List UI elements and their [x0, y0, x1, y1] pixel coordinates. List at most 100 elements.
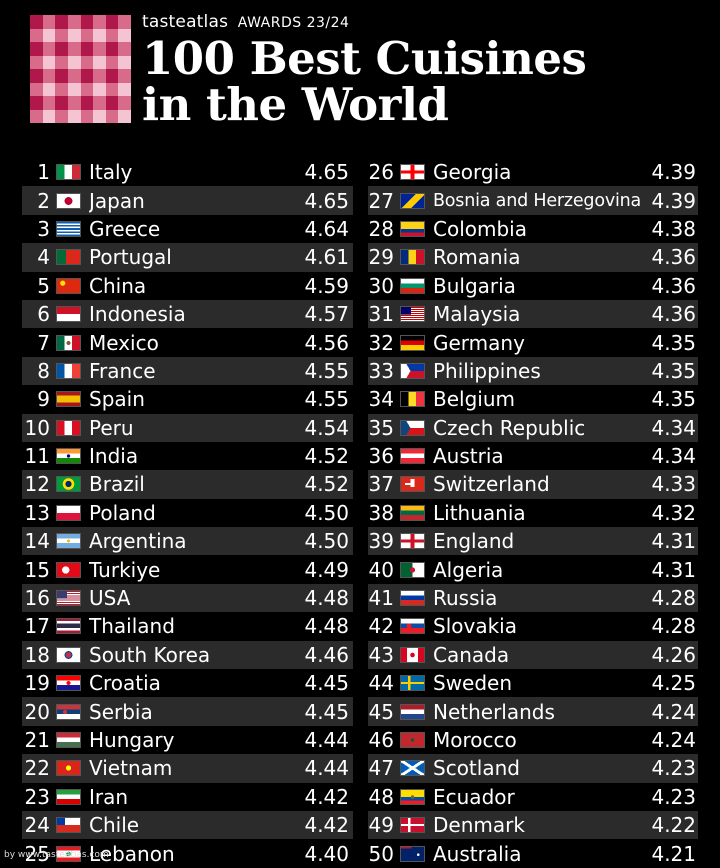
country-name: Georgia	[433, 160, 512, 185]
cuisine-score: 4.59	[304, 273, 349, 298]
lithuania-flag	[400, 504, 425, 521]
country-name: South Korea	[89, 642, 211, 667]
page-title: 100 Best Cuisines in the World	[142, 32, 587, 128]
cuisine-score: 4.28	[651, 586, 696, 611]
cuisine-score: 4.35	[651, 387, 696, 412]
rank-number: 45	[368, 699, 394, 724]
cuisine-score: 4.56	[304, 330, 349, 355]
ranking-row: 31 Malaysia 4.36	[368, 299, 698, 329]
croatia-flag	[56, 675, 81, 692]
ranking-row: 48 Ecuador 4.23	[368, 783, 698, 811]
country-name: Switzerland	[433, 472, 550, 497]
slovakia-flag	[400, 618, 425, 635]
czech-flag	[400, 419, 425, 436]
ranking-row: 44 Sweden 4.25	[368, 669, 698, 697]
ranking-row: 5 China 4.59	[22, 272, 353, 300]
country-name: Algeria	[433, 557, 504, 582]
rank-number: 48	[368, 784, 394, 809]
cuisine-score: 4.46	[304, 642, 349, 667]
ranking-row: 19 Croatia 4.45	[22, 669, 353, 697]
italy-flag	[56, 164, 81, 181]
ranking-row: 26 Georgia 4.39	[368, 158, 698, 186]
country-name: Indonesia	[89, 302, 186, 327]
ranking-row: 17 Thailand 4.48	[22, 612, 353, 640]
country-name: Colombia	[433, 216, 527, 241]
ranking-row: 11 India 4.52	[22, 442, 353, 470]
country-name: Turkiye	[89, 557, 161, 582]
rank-number: 25	[24, 841, 50, 866]
cuisine-score: 4.54	[304, 415, 349, 440]
cuisine-score: 4.34	[651, 444, 696, 469]
country-name: Romania	[433, 245, 521, 270]
cuisine-score: 4.24	[651, 699, 696, 724]
ecuador-flag	[400, 788, 425, 805]
rank-number: 49	[368, 813, 394, 838]
country-name: Peru	[89, 415, 134, 440]
country-name: Austria	[433, 444, 504, 469]
country-name: Brazil	[89, 472, 145, 497]
poland-flag	[56, 504, 81, 521]
cuisine-score: 4.26	[651, 642, 696, 667]
title-line-1: 100 Best Cuisines	[142, 32, 587, 85]
canada-flag	[400, 646, 425, 663]
cuisine-score: 4.48	[304, 586, 349, 611]
ranking-row: 25 Lebanon 4.40	[22, 839, 353, 867]
country-name: Canada	[433, 642, 510, 667]
cuisine-score: 4.45	[304, 671, 349, 696]
cuisine-score: 4.49	[304, 557, 349, 582]
country-name: Malaysia	[433, 302, 521, 327]
argentina-flag	[56, 533, 81, 550]
russia-flag	[400, 590, 425, 607]
country-name: Greece	[89, 216, 161, 241]
denmark-flag	[400, 817, 425, 834]
ranking-row: 28 Colombia 4.38	[368, 215, 698, 243]
ranking-row: 41 Russia 4.28	[368, 583, 698, 613]
rank-number: 18	[24, 642, 50, 667]
country-name: England	[433, 529, 515, 554]
country-name: Iran	[89, 784, 129, 809]
ranking-row: 9 Spain 4.55	[22, 385, 353, 413]
ranking-row: 45 Netherlands 4.24	[368, 697, 698, 726]
rank-number: 28	[368, 216, 394, 241]
ranking-row: 36 Austria 4.34	[368, 442, 698, 470]
cuisine-score: 4.52	[304, 444, 349, 469]
rank-number: 29	[368, 245, 394, 270]
country-name: Czech Republic	[433, 415, 586, 440]
greece-flag	[56, 220, 81, 237]
cuisine-score: 4.31	[651, 557, 696, 582]
cuisine-score: 4.35	[651, 358, 696, 383]
south-korea-flag	[56, 646, 81, 663]
ranking-row: 14 Argentina 4.50	[22, 527, 353, 556]
country-name: Germany	[433, 330, 525, 355]
rank-number: 33	[368, 358, 394, 383]
algeria-flag	[400, 561, 425, 578]
country-name: Russia	[433, 586, 498, 611]
country-name: Sweden	[433, 671, 513, 696]
ranking-row: 16 USA 4.48	[22, 583, 353, 613]
brand-line: tasteatlas AWARDS 23/24	[142, 12, 349, 32]
france-flag	[56, 362, 81, 379]
ranking-row: 27 Bosnia and Herzegovina 4.39	[368, 186, 698, 215]
bulgaria-flag	[400, 277, 425, 294]
india-flag	[56, 448, 81, 465]
rank-number: 41	[368, 586, 394, 611]
ranking-row: 24 Chile 4.42	[22, 810, 353, 840]
rank-number: 12	[24, 472, 50, 497]
rank-number: 40	[368, 557, 394, 582]
country-name: Portugal	[89, 245, 172, 270]
rank-number: 8	[37, 358, 50, 383]
country-name: Spain	[89, 387, 145, 412]
ranking-row: 50 Australia 4.21	[368, 839, 698, 867]
ranking-column-right: 26 Georgia 4.39 27 Bosnia and Herzegovina 4.3…	[368, 158, 698, 868]
rank-number: 39	[368, 529, 394, 554]
ranking-row: 23 Iran 4.42	[22, 783, 353, 811]
cuisine-score: 4.36	[651, 273, 696, 298]
cuisine-score: 4.23	[651, 756, 696, 781]
country-name: China	[89, 273, 147, 298]
rank-number: 26	[368, 160, 394, 185]
ranking-row: 29 Romania 4.36	[368, 243, 698, 272]
rank-number: 43	[368, 642, 394, 667]
rank-number: 21	[24, 728, 50, 752]
country-name: Bulgaria	[433, 273, 516, 298]
bosnia-flag	[400, 192, 425, 209]
